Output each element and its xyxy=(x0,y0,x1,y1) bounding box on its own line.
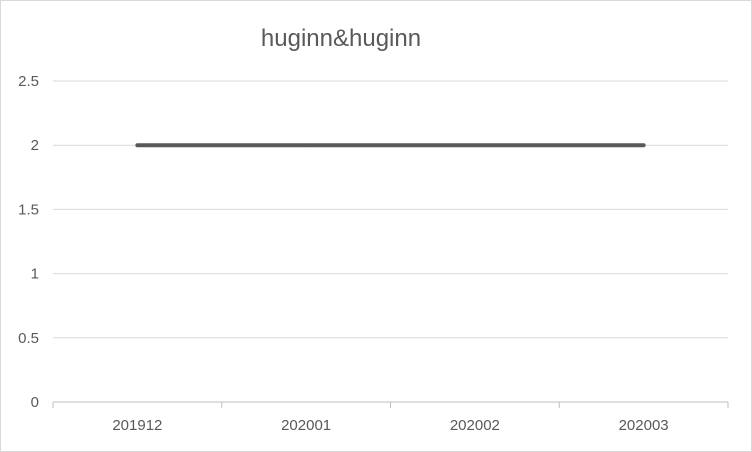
x-tick-label: 202002 xyxy=(450,417,500,434)
data-point xyxy=(642,143,646,147)
series-lines xyxy=(135,143,646,148)
y-tick-label: 1 xyxy=(31,266,39,283)
y-tick-label: 0.5 xyxy=(18,330,39,347)
y-tick-label: 0 xyxy=(31,394,39,411)
x-tick-label: 202001 xyxy=(281,417,331,434)
x-axis: 201912 202001 202002 202003 xyxy=(52,401,729,434)
x-tick-label: 202003 xyxy=(619,417,669,434)
chart-title: huginn&huginn xyxy=(261,25,421,52)
data-point xyxy=(304,143,308,147)
data-point xyxy=(473,143,477,147)
y-tick-label: 2.5 xyxy=(18,73,39,90)
y-tick-label: 2 xyxy=(31,137,39,154)
y-tick-label: 1.5 xyxy=(18,201,39,218)
data-point xyxy=(135,143,139,147)
gridlines xyxy=(53,80,728,339)
y-axis-tick-labels: 0 0.5 1 1.5 2 2.5 xyxy=(18,73,39,411)
x-tick-label: 201912 xyxy=(112,417,162,434)
